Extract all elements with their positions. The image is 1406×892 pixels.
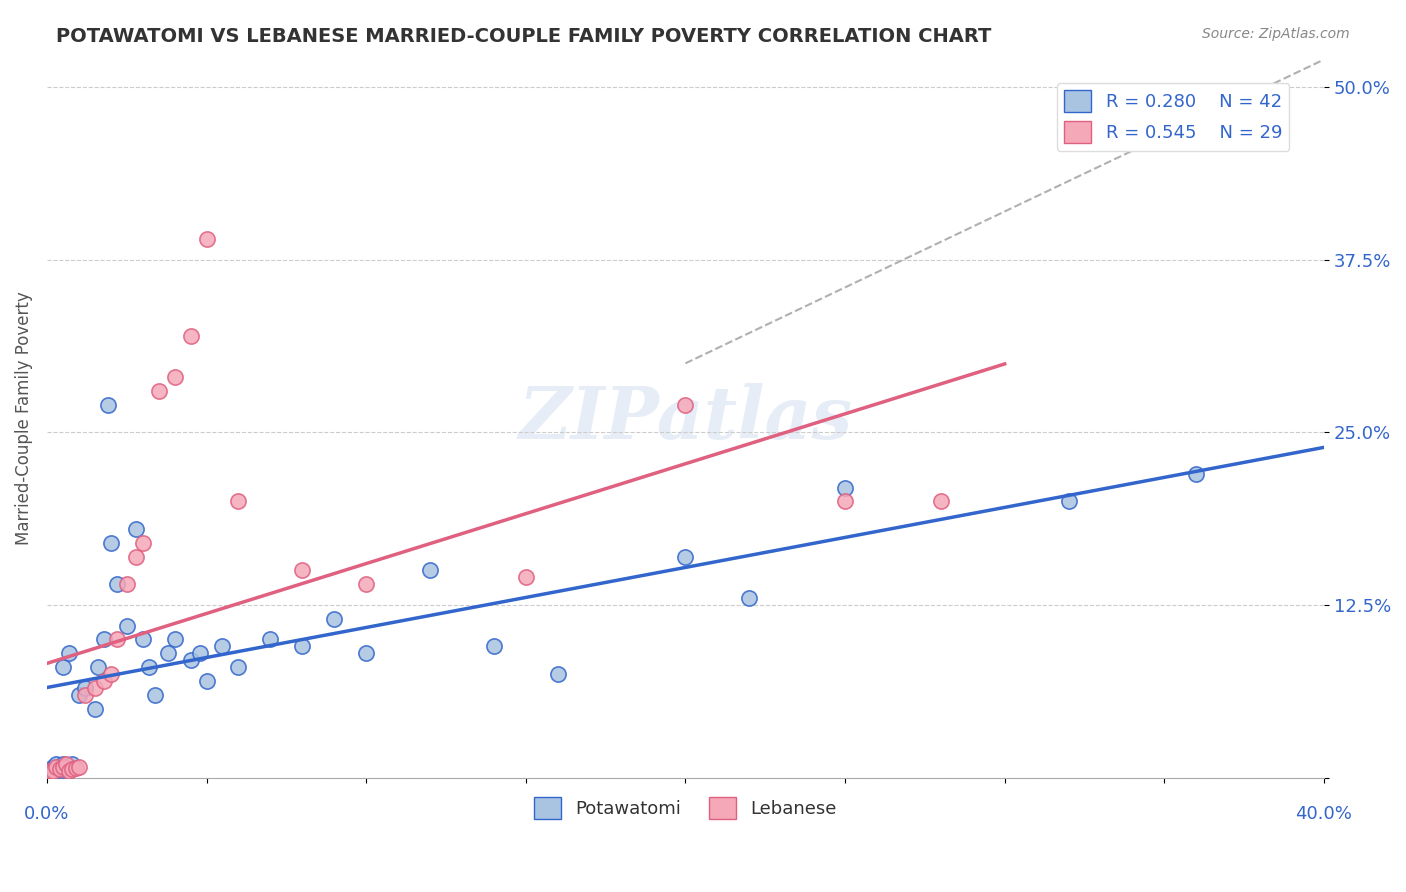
Point (482, 640, 505, 654)
Y-axis label: Married-Couple Family Poverty: Married-Couple Family Poverty (15, 292, 32, 545)
Text: 40.0%: 40.0% (1295, 805, 1353, 823)
Point (180, 328, 202, 343)
Point (93, 632, 115, 647)
Point (195, 673, 218, 688)
Point (39, 764, 62, 778)
Point (1185, 467, 1208, 481)
Point (105, 577, 128, 591)
Point (58, 764, 80, 778)
Point (929, 494, 952, 508)
Point (48, 762, 70, 776)
Point (87, 660, 110, 674)
Point (291, 640, 314, 654)
Point (83, 681, 105, 695)
Point (100, 536, 122, 550)
Point (115, 618, 138, 632)
Point (52, 660, 75, 674)
Point (125, 549, 148, 564)
Point (62, 762, 84, 776)
Point (75, 688, 97, 702)
Point (1057, 494, 1080, 508)
Point (75, 681, 97, 695)
Point (157, 646, 180, 660)
Point (228, 494, 250, 508)
Point (515, 570, 537, 584)
Point (131, 536, 153, 550)
Point (93, 673, 115, 688)
Point (354, 646, 377, 660)
Point (547, 667, 569, 681)
Point (259, 632, 281, 647)
Point (738, 591, 761, 605)
Point (83, 701, 105, 715)
Text: 0.0%: 0.0% (24, 805, 69, 823)
Point (145, 688, 167, 702)
Point (163, 632, 186, 647)
Point (39, 764, 62, 778)
Point (131, 632, 153, 647)
Point (65, 761, 87, 775)
Point (115, 577, 138, 591)
Point (211, 640, 233, 654)
Point (55, 756, 77, 771)
Point (834, 494, 856, 508)
Point (58, 646, 80, 660)
Point (52, 759, 75, 773)
Point (62, 756, 84, 771)
Legend: Potawatomi, Lebanese: Potawatomi, Lebanese (527, 789, 844, 826)
Point (42, 764, 65, 778)
Point (45, 756, 67, 771)
Point (96, 398, 118, 412)
Point (323, 612, 346, 626)
Point (48, 762, 70, 776)
Point (148, 384, 170, 398)
Point (673, 398, 696, 412)
Point (291, 564, 314, 578)
Point (180, 653, 202, 667)
Point (188, 646, 211, 660)
Point (55, 764, 77, 778)
Point (673, 549, 696, 564)
Point (100, 667, 122, 681)
Point (834, 481, 856, 495)
Point (419, 564, 441, 578)
Point (45, 759, 67, 773)
Text: ZIPatlas: ZIPatlas (519, 383, 852, 454)
Point (125, 522, 148, 536)
Text: Source: ZipAtlas.com: Source: ZipAtlas.com (1202, 27, 1350, 41)
Point (163, 370, 186, 384)
Point (67, 688, 90, 702)
Point (52, 756, 75, 771)
Point (195, 232, 218, 246)
Point (354, 577, 377, 591)
Point (105, 632, 128, 647)
Text: POTAWATOMI VS LEBANESE MARRIED-COUPLE FAMILY POVERTY CORRELATION CHART: POTAWATOMI VS LEBANESE MARRIED-COUPLE FA… (56, 27, 991, 45)
Point (228, 660, 250, 674)
Point (67, 759, 90, 773)
Point (138, 660, 160, 674)
Point (45, 764, 67, 778)
Point (42, 759, 65, 773)
